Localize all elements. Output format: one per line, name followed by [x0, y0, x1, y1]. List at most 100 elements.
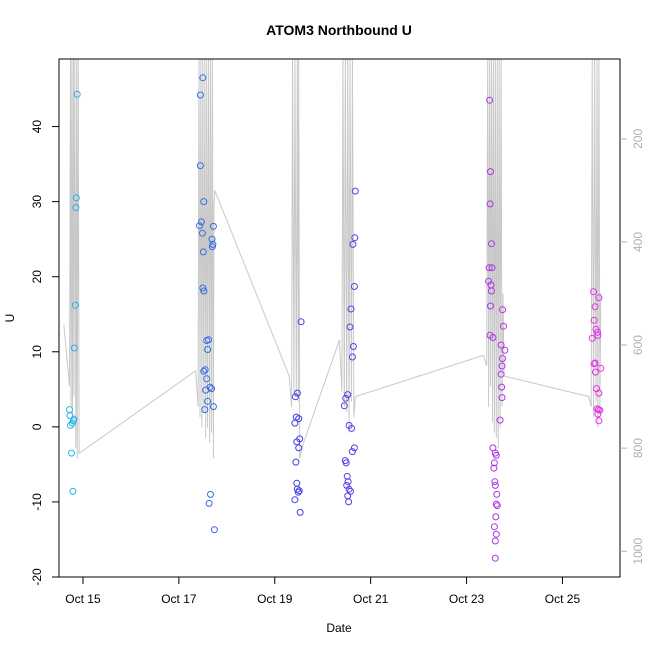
data-point — [492, 530, 500, 538]
y-tick-label: -20 — [30, 568, 44, 586]
data-point — [204, 346, 212, 353]
y2-tick-label: 600 — [631, 335, 645, 355]
data-point — [295, 444, 303, 452]
data-point — [343, 481, 351, 489]
data-point — [500, 322, 507, 330]
data-point — [350, 283, 358, 290]
data-point — [293, 485, 301, 493]
data-point — [344, 478, 352, 486]
depth-trace — [63, 58, 602, 459]
data-point — [196, 162, 204, 170]
data-point — [349, 343, 357, 350]
x-tick-label: Oct 17 — [161, 592, 197, 606]
y-axis: -20 -10 0 10 20 30 40 — [30, 120, 59, 586]
data-point — [487, 302, 494, 310]
data-point — [595, 294, 603, 302]
data-point — [490, 459, 498, 467]
data-point — [66, 412, 74, 420]
data-point — [592, 368, 599, 376]
x-tick-label: Oct 15 — [65, 592, 101, 606]
data-point — [493, 490, 501, 498]
data-point — [497, 341, 505, 349]
data-point — [69, 487, 77, 495]
data-point — [207, 490, 214, 498]
data-point — [497, 370, 505, 378]
data-point — [591, 359, 599, 367]
depth-line — [63, 58, 602, 459]
y2-tick-label: 1000 — [631, 538, 645, 565]
data-point — [296, 435, 304, 443]
data-point — [498, 394, 506, 402]
data-point — [596, 406, 604, 414]
data-point — [485, 277, 493, 285]
data-point — [498, 362, 506, 370]
data-point — [590, 360, 598, 368]
x-tick-label: Oct 21 — [353, 592, 389, 606]
data-point — [205, 499, 213, 507]
data-point — [486, 96, 494, 104]
chart-title: ATOM3 Northbound U — [266, 22, 412, 38]
data-point — [496, 416, 504, 424]
data-point — [499, 306, 506, 314]
data-point — [591, 303, 599, 311]
data-point — [199, 284, 207, 292]
x-tick-label: Oct 19 — [257, 592, 293, 606]
data-point — [72, 194, 80, 202]
y2-axis: 200 400 600 800 1000 — [620, 129, 645, 565]
data-point — [291, 393, 299, 401]
data-point — [492, 500, 500, 508]
data-point — [493, 502, 501, 510]
data-point — [351, 187, 359, 195]
data-point — [209, 403, 217, 411]
y-tick-label: -10 — [30, 493, 44, 511]
data-point — [196, 222, 203, 230]
data-point — [487, 168, 494, 176]
data-point — [72, 204, 80, 212]
x-axis-label: Date — [326, 621, 352, 635]
y2-tick-label: 800 — [631, 438, 645, 458]
data-point — [199, 248, 207, 256]
data-point — [491, 481, 499, 489]
data-point — [491, 554, 499, 562]
data-point — [200, 367, 208, 375]
y2-tick-label: 200 — [631, 129, 645, 149]
data-point — [343, 472, 351, 480]
data-point — [295, 487, 303, 495]
data-point — [70, 415, 78, 423]
data-point — [209, 240, 217, 248]
data-point — [351, 234, 359, 242]
data-point — [346, 323, 354, 331]
data-point — [594, 331, 602, 339]
data-point — [349, 240, 357, 248]
x-tick-label: Oct 25 — [545, 592, 581, 606]
data-point — [68, 449, 75, 457]
data-point — [200, 198, 208, 206]
data-point — [209, 222, 217, 230]
data-point — [594, 328, 601, 336]
data-point — [344, 391, 352, 399]
y-axis-label: U — [3, 314, 17, 323]
data-point — [486, 200, 494, 208]
data-point — [588, 334, 596, 342]
data-point — [205, 336, 213, 344]
data-point — [342, 394, 350, 402]
data-point — [295, 415, 303, 423]
data-point — [501, 346, 509, 354]
data-point — [491, 537, 499, 545]
data-point — [347, 305, 355, 313]
data-point — [196, 91, 204, 99]
data-points — [66, 74, 605, 562]
data-point — [294, 488, 302, 496]
data-point — [342, 459, 350, 467]
data-point — [491, 478, 499, 486]
data-point — [200, 287, 208, 295]
data-point — [345, 498, 353, 506]
data-point — [208, 235, 216, 243]
data-point — [485, 264, 493, 272]
x-axis: Oct 15 Oct 17 Oct 19 Oct 21 Oct 23 Oct 25 — [65, 577, 580, 606]
data-point — [201, 366, 209, 374]
data-point — [210, 526, 218, 534]
data-point — [292, 458, 300, 466]
y2-tick-label: 400 — [631, 232, 645, 252]
